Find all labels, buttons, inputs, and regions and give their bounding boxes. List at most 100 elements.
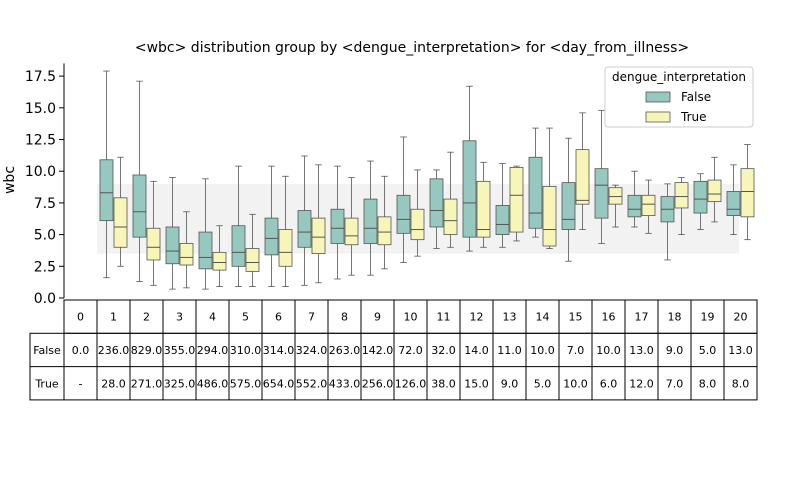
box-true-day-1 <box>113 156 128 267</box>
box-false-day-4 <box>198 178 213 290</box>
table-cell: 9.0 <box>501 377 519 390</box>
y-tick-label: 15.0 <box>25 101 56 117</box>
table-cell: 28.0 <box>101 377 126 390</box>
table-col-header: 15 <box>569 311 583 324</box>
box-false-day-9 <box>363 160 378 276</box>
table-cell: 8.0 <box>732 377 750 390</box>
box-false-day-8 <box>330 165 345 280</box>
table-cell: 8.0 <box>699 377 717 390</box>
y-axis-label: wbc <box>2 166 18 194</box>
table-cell: 310.0 <box>230 344 262 357</box>
legend-label-true: True <box>680 110 707 124</box>
box-false-day-20 <box>726 164 741 236</box>
table-row-label: True <box>34 377 59 390</box>
table-row-label: False <box>33 344 61 357</box>
y-tick-label: 7.5 <box>34 196 56 212</box>
table-cell: - <box>79 377 83 390</box>
table-col-header: 4 <box>209 311 216 324</box>
legend-swatch-false <box>645 91 671 103</box>
table-cell: 433.0 <box>329 377 361 390</box>
table-col-header: 0 <box>77 311 84 324</box>
y-tick-label: 17.5 <box>25 69 56 85</box>
box-iqr <box>429 178 444 228</box>
box-iqr <box>528 156 543 229</box>
table-cell: 14.0 <box>464 344 489 357</box>
box-iqr <box>575 149 590 205</box>
table-col-header: 10 <box>404 311 418 324</box>
box-iqr <box>165 226 180 265</box>
box-false-day-19 <box>693 173 708 230</box>
table-cell: 271.0 <box>131 377 163 390</box>
box-false-day-12 <box>462 85 477 252</box>
box-iqr <box>377 216 392 246</box>
table-col-header: 1 <box>110 311 117 324</box>
box-iqr <box>212 251 227 271</box>
box-false-day-17 <box>627 170 642 228</box>
box-iqr <box>542 186 557 247</box>
table-col-header: 11 <box>437 311 451 324</box>
box-iqr <box>443 198 458 235</box>
box-true-day-10 <box>410 169 425 257</box>
box-true-day-12 <box>476 161 491 248</box>
box-true-day-18 <box>674 177 689 236</box>
y-tick-label: 10.0 <box>25 164 56 180</box>
box-iqr <box>231 225 246 267</box>
legend-title: dengue_interpretation <box>612 70 746 84</box>
box-true-day-19 <box>707 156 722 223</box>
chart-title: <wbc> distribution group by <dengue_inte… <box>135 40 689 56</box>
box-iqr <box>674 182 689 209</box>
box-true-day-11 <box>443 151 458 248</box>
box-false-day-16 <box>594 109 609 244</box>
y-tick-label: 12.5 <box>25 133 56 149</box>
box-false-day-6 <box>264 165 279 287</box>
box-iqr <box>264 217 279 256</box>
box-iqr <box>330 208 345 244</box>
box-true-day-16 <box>608 184 623 228</box>
y-axis: 0.0 2.5 5.0 7.5 10.0 12.5 15.0 17.5 <box>25 63 65 307</box>
table-cell: 13.0 <box>728 344 753 357</box>
table-col-header: 9 <box>374 311 381 324</box>
box-iqr <box>627 194 642 218</box>
table-cell: 32.0 <box>431 344 456 357</box>
table-cell: 829.0 <box>131 344 163 357</box>
box-iqr <box>476 180 491 238</box>
table-cell: 314.0 <box>263 344 295 357</box>
box-iqr <box>561 182 576 230</box>
box-true-day-7 <box>311 164 326 284</box>
table-cell: 72.0 <box>398 344 423 357</box>
table-col-header: 17 <box>635 311 649 324</box>
box-true-day-17 <box>641 179 656 234</box>
box-iqr <box>278 229 293 267</box>
table-cell: 7.0 <box>666 377 684 390</box>
box-false-day-14 <box>528 127 543 238</box>
table-cell: 12.0 <box>629 377 654 390</box>
box-false-day-5 <box>231 165 246 287</box>
table-col-header: 7 <box>308 311 315 324</box>
legend: dengue_interpretation False True <box>604 66 754 128</box>
box-iqr <box>726 191 741 216</box>
table-col-header: 19 <box>701 311 715 324</box>
table-col-header: 2 <box>143 311 150 324</box>
box-iqr <box>146 227 161 261</box>
box-iqr <box>495 205 510 236</box>
box-false-day-1 <box>99 70 114 279</box>
table-cell: 15.0 <box>464 377 489 390</box>
box-iqr <box>509 166 524 233</box>
box-iqr <box>363 198 378 244</box>
y-tick-label: 2.5 <box>34 259 56 275</box>
box-true-day-13 <box>509 165 524 242</box>
box-true-day-3 <box>179 211 194 289</box>
table-cell: 38.0 <box>431 377 456 390</box>
table-col-header: 6 <box>275 311 282 324</box>
box-iqr <box>311 217 326 255</box>
box-iqr <box>608 187 623 205</box>
box-iqr <box>410 208 425 241</box>
table-cell: 5.0 <box>534 377 552 390</box>
table-col-header: 3 <box>176 311 183 324</box>
table-cell: 256.0 <box>362 377 394 390</box>
box-true-day-5 <box>245 213 260 287</box>
box-iqr <box>740 168 755 218</box>
table-cell: 575.0 <box>230 377 262 390</box>
boxes-layer <box>99 70 755 290</box>
